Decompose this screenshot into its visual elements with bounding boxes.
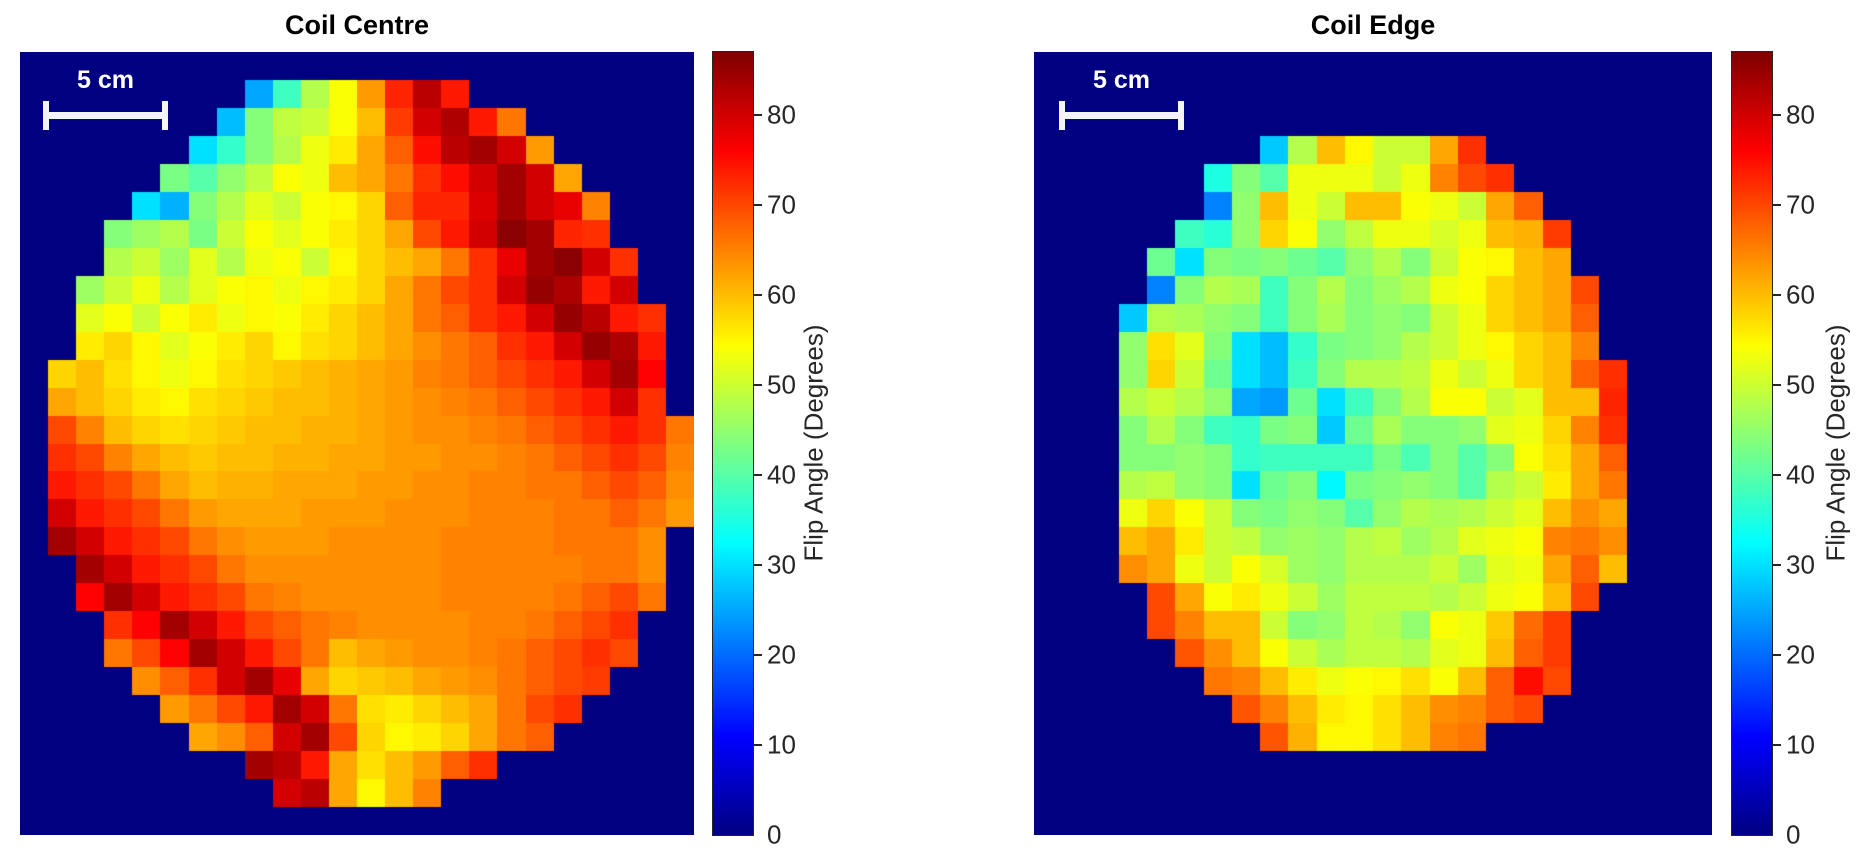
colorbar-tick-label: 70 [1786, 189, 1815, 220]
colorbar-tick-mark [1772, 294, 1781, 296]
colorbar-tick-label: 30 [767, 549, 796, 580]
colorbar-tick-label: 60 [1786, 279, 1815, 310]
scalebar-label: 5 cm [77, 66, 134, 94]
colorbar-tick-label: 50 [1786, 369, 1815, 400]
colorbar-tick-mark [753, 744, 762, 746]
colorbar-tick-mark [1772, 654, 1781, 656]
colorbar-tick-label: 80 [1786, 99, 1815, 130]
colorbar-tick-mark [1772, 384, 1781, 386]
colorbar-tick-mark [1772, 564, 1781, 566]
right-panel-title: Coil Edge [1310, 10, 1436, 40]
scalebar-label: 5 cm [1093, 66, 1150, 94]
colorbar-tick-label: 0 [1786, 819, 1801, 850]
colorbar-tick-mark [753, 114, 762, 116]
colorbar-tick-mark [1772, 204, 1781, 206]
colorbar-tick-label: 80 [767, 99, 796, 130]
left-panel-title: Coil Centre [284, 10, 430, 40]
heatmap-coil-centre [20, 52, 694, 835]
colorbar-tick-label: 70 [767, 189, 796, 220]
scalebar-line [43, 112, 168, 119]
colorbar-tick-mark [1772, 114, 1781, 116]
colorbar-tick-label: 30 [1786, 549, 1815, 580]
colorbar-gradient [712, 51, 754, 836]
colorbar-tick-mark [753, 474, 762, 476]
scalebar-right-cap [162, 101, 168, 130]
colorbar-tick-label: 10 [1786, 729, 1815, 760]
colorbar-tick-label: 40 [767, 459, 796, 490]
colorbar-tick-label: 20 [767, 639, 796, 670]
scalebar-line [1059, 112, 1184, 119]
colorbar-tick-label: 40 [1786, 459, 1815, 490]
heatmap-coil-edge [1034, 52, 1712, 835]
colorbar-tick-label: 10 [767, 729, 796, 760]
colorbar-coil-centre: 0 10 20 30 40 50 60 70 80 [712, 51, 796, 850]
colorbar-tick-mark [1772, 744, 1781, 746]
colorbar-tick-label: 50 [767, 369, 796, 400]
scalebar-right-cap [1178, 101, 1184, 130]
colorbar-axis-label: Flip Angle (Degrees) [1820, 324, 1851, 562]
colorbar-tick-mark [753, 204, 762, 206]
colorbar-gradient [1731, 51, 1773, 836]
colorbar-tick-mark [1772, 474, 1781, 476]
colorbar-tick-label: 0 [767, 819, 782, 850]
colorbar-tick-label: 60 [767, 279, 796, 310]
colorbar-axis-label: Flip Angle (Degrees) [798, 324, 829, 562]
colorbar-tick-mark [753, 564, 762, 566]
colorbar-coil-edge: 0 10 20 30 40 50 60 70 80 [1731, 51, 1815, 850]
colorbar-tick-mark [753, 384, 762, 386]
colorbar-tick-mark [753, 294, 762, 296]
colorbar-tick-mark [753, 654, 762, 656]
colorbar-tick-label: 20 [1786, 639, 1815, 670]
